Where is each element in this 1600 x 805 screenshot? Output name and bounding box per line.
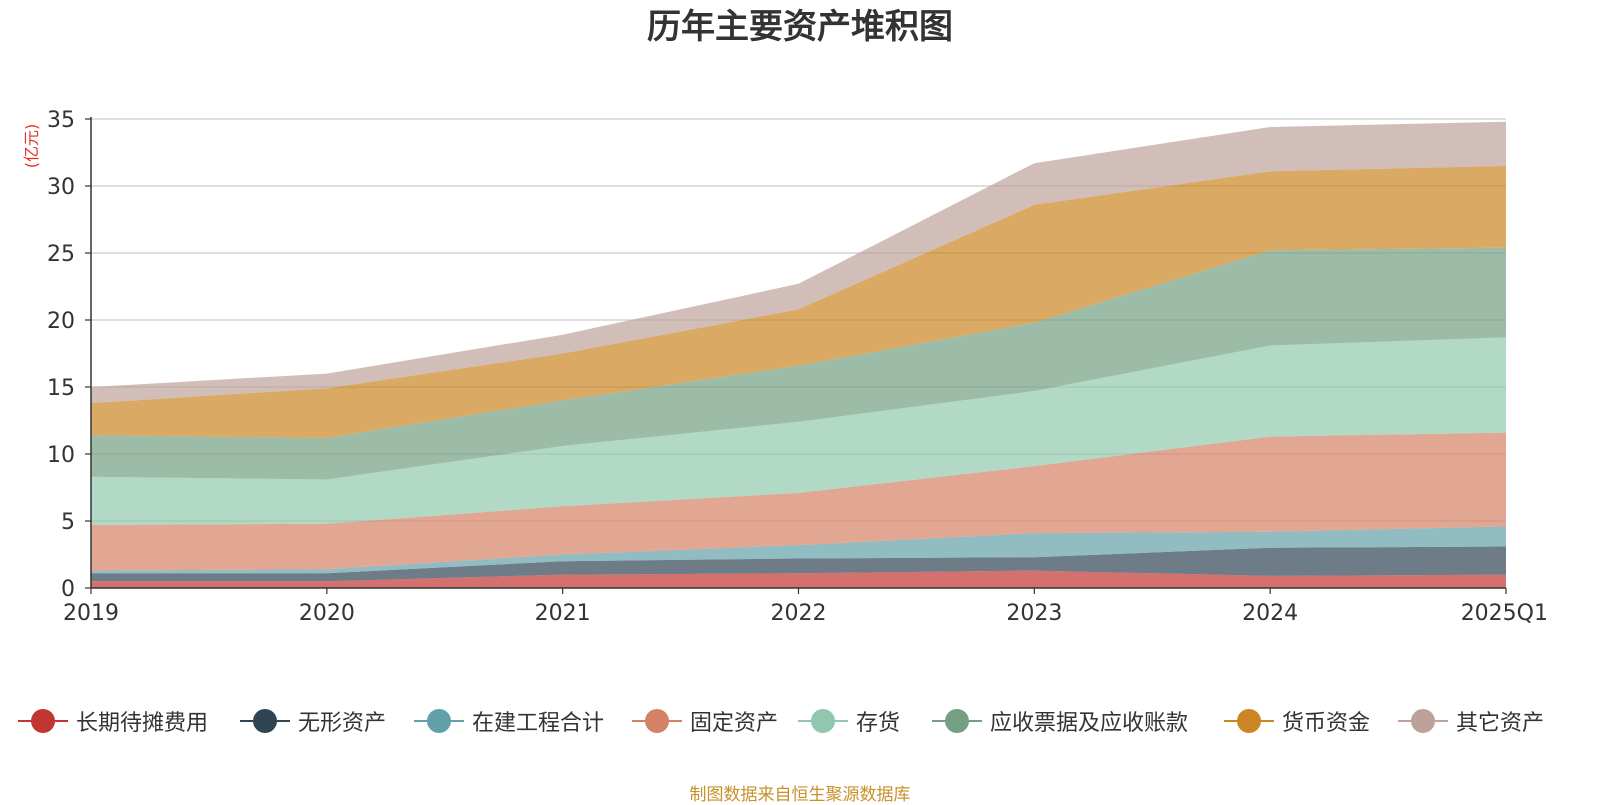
x-tick-label: 2021 [535, 601, 591, 626]
x-tick-label: 2023 [1006, 601, 1062, 626]
y-tick-label: 5 [61, 510, 75, 535]
y-tick-label: 10 [47, 443, 75, 468]
y-tick-label: 25 [47, 242, 75, 267]
axes: 0 5 10 15 20 25 30 35 2019 2020 2021 2022 2023 2024 20… [47, 108, 1548, 626]
area-series-1 [91, 570, 1506, 588]
y-tick-label: 20 [47, 309, 75, 334]
legend-label: 固定资产 [690, 711, 779, 736]
legend: 长期待摊费用 无形资产 在建工程合计 固定资产 存货 应收票据及应收账款 货币资金 其它资产 [0, 703, 1600, 739]
y-tick-label: 35 [47, 108, 75, 133]
y-tick-label: 0 [61, 577, 75, 602]
legend-marker-icon [18, 703, 68, 739]
y-tick-label: 30 [47, 175, 75, 200]
legend-label: 其它资产 [1456, 711, 1545, 736]
legend-marker-icon [932, 703, 982, 739]
legend-marker-icon [1224, 703, 1274, 739]
x-tick-label: 2025Q1 [1461, 601, 1548, 626]
area-series-6 [91, 247, 1506, 480]
legend-label: 货币资金 [1282, 711, 1371, 736]
legend-label: 无形资产 [298, 711, 387, 736]
chart-title: 历年主要资产堆积图 [647, 7, 953, 47]
y-tick-label: 15 [47, 376, 75, 401]
legend-item-1[interactable]: 长期待摊费用 [18, 703, 208, 739]
area-series-8 [91, 121, 1506, 404]
legend-label: 应收票据及应收账款 [990, 711, 1189, 736]
legend-marker-icon [798, 703, 848, 739]
area-series-4 [91, 432, 1506, 571]
area-series-2 [91, 546, 1506, 582]
legend-item-4[interactable]: 固定资产 [632, 703, 778, 739]
source-note: 制图数据来自恒生聚源数据库 [689, 785, 911, 805]
x-tick-label: 2019 [63, 601, 119, 626]
y-axis-unit-label: (亿元) [22, 124, 41, 169]
legend-marker-icon [414, 703, 464, 739]
legend-marker-icon [240, 703, 290, 739]
area-series-7 [91, 165, 1506, 438]
area-series-3 [91, 526, 1506, 574]
legend-item-8[interactable]: 其它资产 [1398, 703, 1544, 739]
x-tick-label: 2024 [1242, 601, 1298, 626]
legend-marker-icon [1398, 703, 1448, 739]
legend-item-6[interactable]: 应收票据及应收账款 [932, 703, 1188, 739]
legend-item-3[interactable]: 在建工程合计 [414, 703, 604, 739]
legend-item-7[interactable]: 货币资金 [1224, 703, 1370, 739]
x-tick-label: 2020 [299, 601, 355, 626]
legend-label: 长期待摊费用 [76, 711, 209, 736]
legend-label: 在建工程合计 [472, 711, 605, 736]
legend-item-5[interactable]: 存货 [798, 703, 900, 739]
legend-label: 存货 [856, 711, 901, 736]
area-series-5 [91, 337, 1506, 525]
x-tick-label: 2022 [771, 601, 827, 626]
area-series-group [91, 121, 1506, 588]
legend-item-2[interactable]: 无形资产 [240, 703, 386, 739]
legend-marker-icon [632, 703, 682, 739]
